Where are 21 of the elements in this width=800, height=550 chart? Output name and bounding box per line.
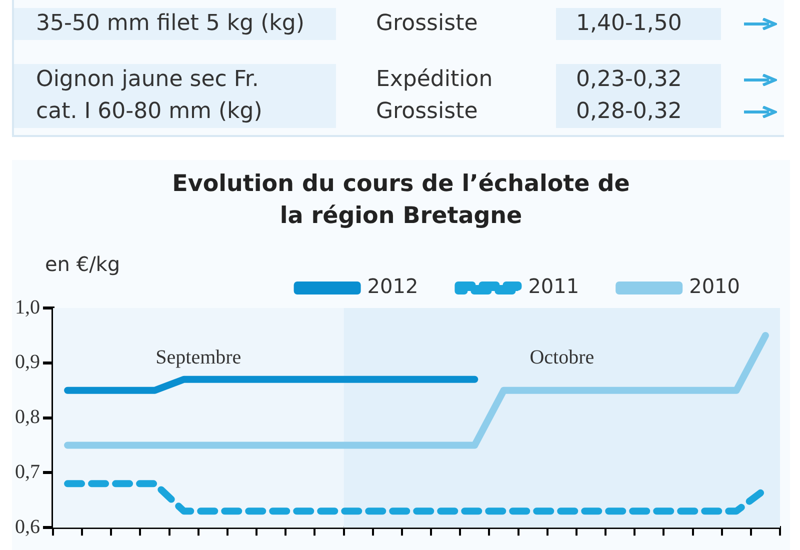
text: Expédition	[376, 67, 493, 92]
text: Grossiste	[376, 99, 478, 124]
text: Grossiste	[376, 11, 478, 36]
text: 0,28-0,32	[576, 99, 682, 124]
annotation: Octobre	[530, 346, 594, 368]
text: 35-50 mm filet 5 kg (kg)	[36, 11, 304, 36]
y-tick-label: 0,9	[15, 351, 40, 374]
y-tick-label: 0,7	[15, 460, 40, 483]
y-axis-title: en €/kg	[45, 252, 120, 276]
text: 0,23-0,32	[576, 67, 682, 92]
annotation: Septembre	[156, 346, 242, 368]
y-tick-label: 0,6	[15, 516, 40, 538]
y-tick-label: 1,0	[15, 296, 40, 318]
legend-label: 2010	[689, 274, 740, 298]
legend-label: 2012	[367, 274, 418, 298]
text: cat. I 60-80 mm (kg)	[36, 99, 262, 124]
text: 1,40-1,50	[576, 11, 682, 36]
text: Oignon jaune sec Fr.	[36, 67, 259, 92]
y-tick-label: 0,8	[15, 406, 40, 428]
chart-title: Evolution du cours de l’échalote de la région Bretagne	[171, 170, 631, 231]
legend-label: 2011	[528, 274, 580, 298]
